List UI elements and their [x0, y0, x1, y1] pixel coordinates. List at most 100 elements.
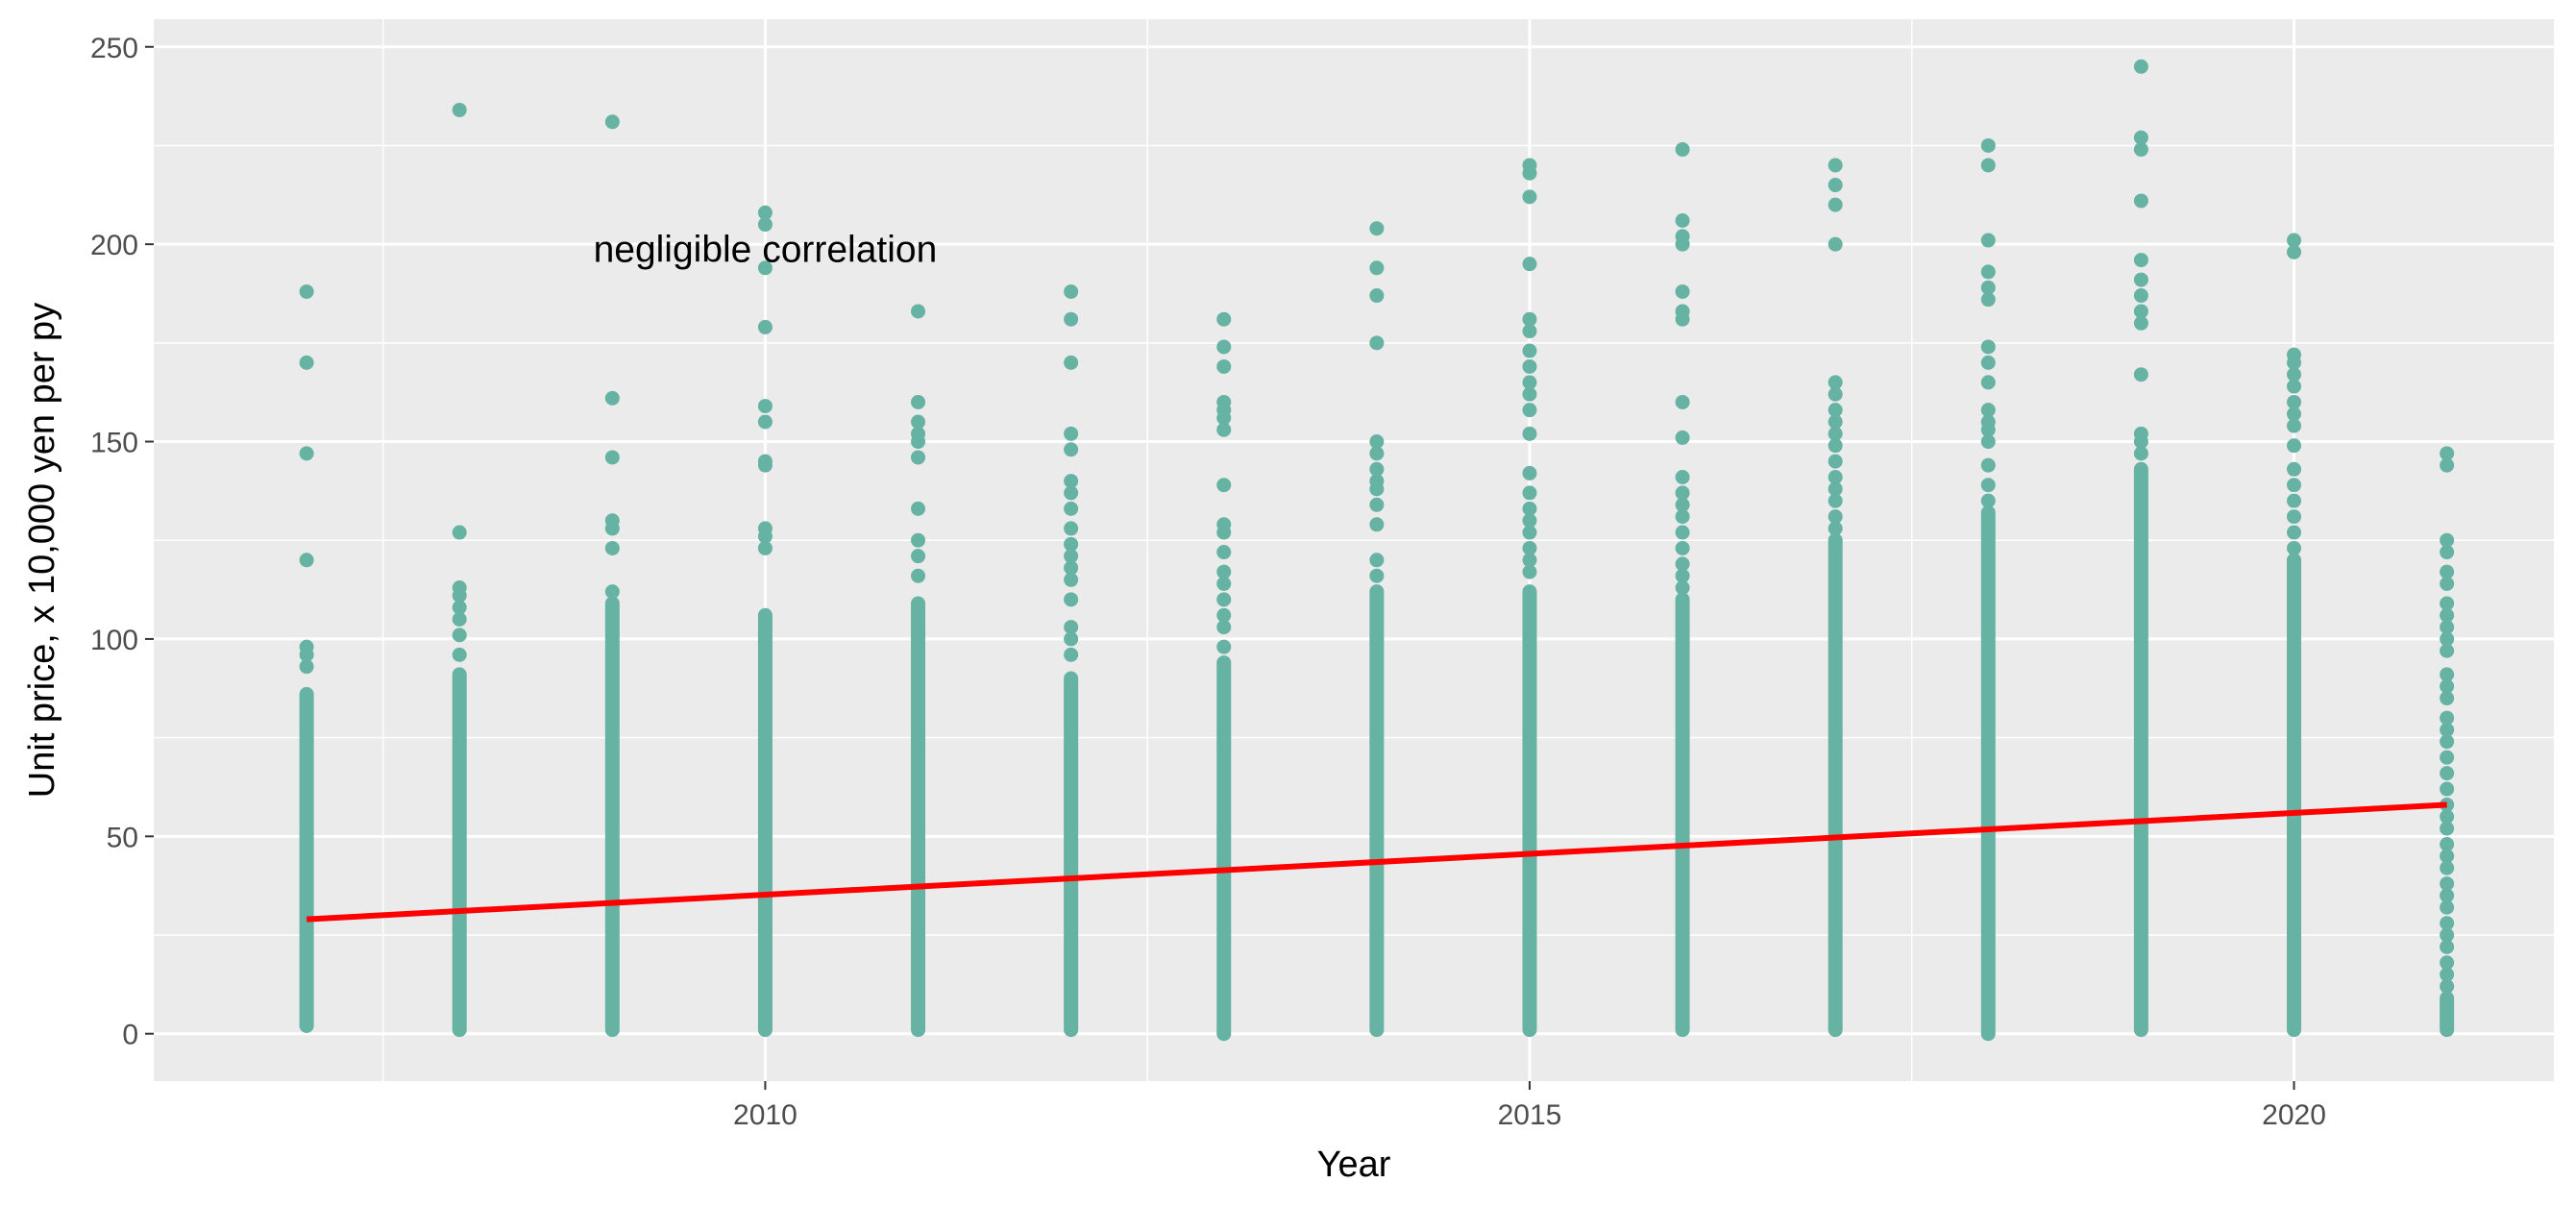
data-point — [911, 549, 926, 564]
data-point — [757, 217, 773, 233]
data-point — [1522, 426, 1537, 441]
data-point — [2287, 525, 2302, 540]
data-point — [1675, 509, 1690, 525]
data-point — [1064, 536, 1079, 552]
data-point — [1064, 521, 1079, 536]
y-axis-title: Unit price, x 10,000 yen per py — [22, 303, 62, 798]
data-point — [911, 450, 926, 465]
data-point — [1828, 375, 1843, 390]
data-point — [2287, 418, 2302, 433]
data-point — [757, 540, 773, 555]
data-point — [1064, 631, 1079, 647]
data-point — [757, 260, 773, 276]
data-point — [2440, 916, 2455, 931]
data-point — [2440, 837, 2455, 852]
data-point — [1828, 158, 1843, 173]
x-tick-label: 2020 — [2262, 1099, 2326, 1131]
data-point — [1675, 497, 1690, 512]
data-point — [1675, 525, 1690, 540]
data-point — [2287, 379, 2302, 394]
y-tick-label: 50 — [107, 822, 138, 853]
data-point — [2440, 691, 2455, 706]
point-cluster-2018 — [1980, 505, 1996, 1042]
data-point — [1522, 564, 1537, 579]
data-point — [2440, 446, 2455, 461]
data-point — [452, 580, 467, 596]
data-point — [2440, 678, 2455, 694]
data-point — [1216, 422, 1232, 437]
data-point — [1828, 236, 1843, 252]
data-point — [1675, 470, 1690, 485]
data-point — [2133, 253, 2148, 268]
data-point — [1369, 553, 1385, 568]
data-point — [2440, 631, 2455, 647]
data-point — [452, 600, 467, 615]
data-point — [1980, 403, 1996, 418]
data-point — [1522, 375, 1537, 390]
data-point — [2440, 620, 2455, 635]
y-tick-label: 200 — [90, 230, 138, 261]
data-point — [2440, 766, 2455, 781]
data-point — [1828, 386, 1843, 402]
data-point — [1216, 564, 1232, 579]
x-tick-label: 2010 — [733, 1099, 797, 1131]
data-point — [2287, 438, 2302, 454]
data-point — [1369, 568, 1385, 583]
data-point — [2440, 576, 2455, 591]
data-point — [2440, 532, 2455, 548]
data-point — [2287, 540, 2302, 555]
data-point — [2133, 446, 2148, 461]
data-point — [1216, 394, 1232, 409]
data-point — [1216, 517, 1232, 532]
data-point — [1675, 568, 1690, 583]
data-point — [911, 568, 926, 583]
data-point — [1980, 375, 1996, 390]
data-point — [757, 399, 773, 414]
data-point — [2440, 809, 2455, 825]
data-point — [757, 319, 773, 334]
data-point — [757, 414, 773, 430]
data-point — [1675, 304, 1690, 319]
data-point — [2133, 59, 2148, 74]
y-tick-label: 150 — [90, 428, 138, 459]
data-point — [2440, 899, 2455, 915]
data-point — [1216, 358, 1232, 374]
data-point — [1216, 639, 1232, 654]
data-point — [1216, 576, 1232, 591]
data-point — [1064, 474, 1079, 489]
data-point — [1369, 288, 1385, 304]
data-point — [757, 521, 773, 536]
data-point — [1522, 485, 1537, 501]
data-point — [452, 611, 467, 627]
data-point — [1675, 394, 1690, 409]
data-point — [911, 501, 926, 516]
data-point — [2440, 710, 2455, 726]
data-point — [1064, 283, 1079, 299]
data-point — [1216, 311, 1232, 327]
data-point — [1522, 257, 1537, 272]
data-point — [2440, 978, 2455, 994]
data-point — [1522, 525, 1537, 540]
data-point — [1064, 355, 1079, 370]
data-point — [757, 454, 773, 469]
point-cluster-2015 — [1522, 584, 1537, 1038]
data-point — [1980, 233, 1996, 248]
data-point — [1675, 556, 1690, 572]
data-point — [2287, 461, 2302, 477]
data-point — [2440, 876, 2455, 892]
data-point — [1216, 478, 1232, 493]
data-point — [2440, 849, 2455, 864]
data-point — [1980, 434, 1996, 450]
data-point — [1369, 474, 1385, 489]
data-point — [1522, 540, 1537, 555]
data-point — [1064, 426, 1079, 441]
data-point — [604, 540, 620, 555]
data-point — [911, 414, 926, 430]
data-point — [1369, 461, 1385, 477]
data-point — [2440, 564, 2455, 579]
data-point — [2133, 193, 2148, 209]
data-point — [2287, 406, 2302, 422]
data-point — [911, 426, 926, 441]
point-cluster-2009 — [604, 596, 620, 1038]
data-point — [2440, 667, 2455, 682]
